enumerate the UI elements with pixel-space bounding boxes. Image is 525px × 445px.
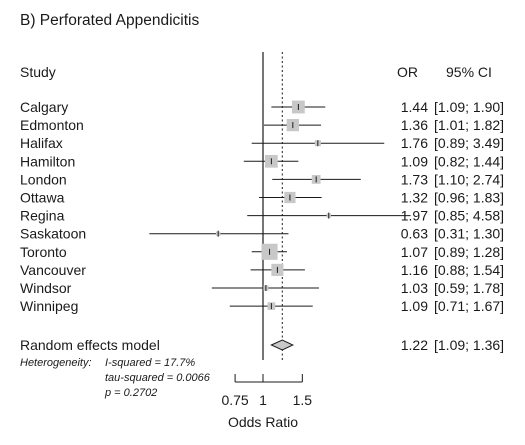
study-row-london: London 1.73 [1.10; 2.74] [20,171,504,187]
ci-value: [1.01; 1.82] [434,117,504,133]
summary-or-value: 1.22 [401,337,428,353]
study-row-windsor: Windsor 1.03 [0.59; 1.78] [20,280,504,296]
summary-diamond [270,339,294,351]
ci-value: [0.82; 1.44] [434,153,504,169]
or-value: 1.44 [401,99,428,115]
study-rows: Calgary 1.44 [1.09; 1.90] Edmonton 1.36 [1.01… [20,99,504,314]
heterogeneity-label: Heterogeneity: [20,357,92,369]
study-row-regina: Regina 1.97 [0.85; 4.58] [20,208,504,224]
ci-value: [1.10; 2.74] [434,171,504,187]
or-value: 1.73 [401,171,428,187]
or-value: 1.16 [401,262,428,278]
x-tick-label: 1 [259,392,267,408]
summary-ci-value: [1.09; 1.36] [434,337,504,353]
ci-value: [0.89; 1.28] [434,244,504,260]
or-value: 1.32 [401,190,428,206]
study-row-halifax: Halifax 1.76 [0.89; 3.49] [20,135,504,151]
ci-value: [0.59; 1.78] [434,280,504,296]
or-value: 1.76 [401,135,428,151]
or-value: 1.09 [401,298,428,314]
study-row-vancouver: Vancouver 1.16 [0.88; 1.54] [20,262,504,278]
study-name: Ottawa [20,190,65,206]
ci-value: [0.89; 3.49] [434,135,504,151]
ci-value: [0.88; 1.54] [434,262,504,278]
ci-column-header: 95% CI [446,64,492,80]
study-column-header: Study [20,64,56,80]
x-axis: 0.75 1 1.5 Odds Ratio [221,374,312,430]
study-name: Calgary [20,99,68,115]
study-name: Windsor [20,280,72,296]
reference-lines [262,52,283,360]
or-value: 1.36 [401,117,428,133]
ci-value: [0.96; 1.83] [434,190,504,206]
study-row-ottawa: Ottawa 1.32 [0.96; 1.83] [20,190,504,206]
or-value: 1.07 [401,244,428,260]
ci-value: [0.85; 4.58] [434,208,504,224]
tau-squared-text: tau-squared = 0.0066 [105,372,211,384]
or-value: 1.97 [401,208,428,224]
study-row-saskatoon: Saskatoon 0.63 [0.31; 1.30] [20,226,504,242]
or-column-header: OR [397,64,418,80]
study-name: Winnipeg [20,298,78,314]
study-name: Regina [20,208,65,224]
study-name: Halifax [20,135,63,151]
study-name: Edmonton [20,117,84,133]
or-value: 1.03 [401,280,428,296]
ci-value: [0.71; 1.67] [434,298,504,314]
study-row-winnipeg: Winnipeg 1.09 [0.71; 1.67] [20,298,504,314]
heterogeneity-block: Heterogeneity: I-squared = 17.7% tau-squar… [20,357,211,399]
ci-value: [0.31; 1.30] [434,226,504,242]
i-squared-text: I-squared = 17.7% [105,357,195,369]
or-value: 1.09 [401,153,428,169]
or-value: 0.63 [401,226,428,242]
chart-title: B) Perforated Appendicitis [20,12,199,29]
study-name: Saskatoon [20,226,86,242]
study-row-toronto: Toronto 1.07 [0.89; 1.28] [20,243,504,260]
study-row-hamilton: Hamilton 1.09 [0.82; 1.44] [20,153,504,169]
study-name: London [20,171,67,187]
x-tick-label: 0.75 [221,392,248,408]
summary-label: Random effects model [20,337,160,353]
ci-value: [1.09; 1.90] [434,99,504,115]
study-row-calgary: Calgary 1.44 [1.09; 1.90] [20,99,504,115]
study-name: Vancouver [20,262,86,278]
summary-row: Random effects model 1.22 [1.09; 1.36] [20,337,504,353]
x-axis-label: Odds Ratio [228,414,298,430]
p-value-text: p = 0.2702 [104,387,157,399]
study-row-edmonton: Edmonton 1.36 [1.01; 1.82] [20,117,504,133]
x-tick-label: 1.5 [293,392,313,408]
study-name: Hamilton [20,153,75,169]
study-name: Toronto [20,244,67,260]
